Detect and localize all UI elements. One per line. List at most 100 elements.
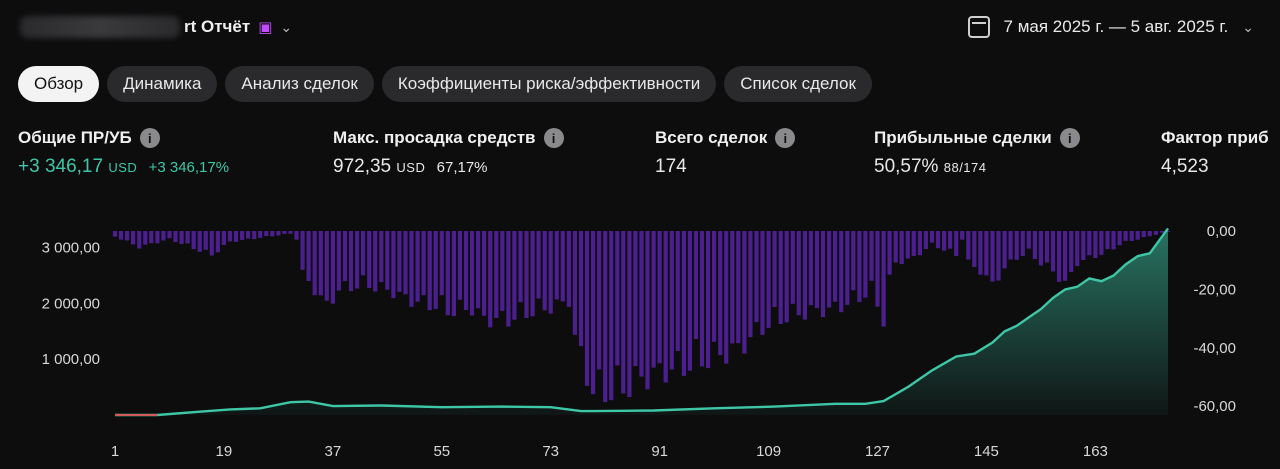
drawdown-bar [324, 231, 329, 301]
right-tick-label: 0,00 [1207, 223, 1236, 240]
x-tick-label: 73 [542, 443, 559, 460]
drawdown-bar [875, 231, 880, 307]
drawdown-bar [367, 231, 372, 288]
drawdown-bar [155, 231, 160, 244]
drawdown-bar [978, 231, 983, 275]
drawdown-bar [488, 231, 493, 328]
metric-percent: 67,17% [436, 159, 488, 176]
drawdown-bar [845, 231, 850, 305]
drawdown-bar [603, 231, 608, 403]
drawdown-bar [566, 231, 571, 307]
info-icon[interactable]: i [775, 128, 796, 148]
tab-trade-analysis[interactable]: Анализ сделок [225, 66, 374, 102]
drawdown-bar [699, 231, 705, 367]
drawdown-bar [839, 231, 844, 313]
drawdown-bar [233, 231, 239, 242]
drawdown-bar [814, 231, 820, 309]
drawdown-bar [754, 231, 759, 323]
drawdown-bar [125, 231, 130, 241]
drawdown-bar [373, 231, 378, 292]
drawdown-bar [554, 231, 559, 300]
x-tick-label: 37 [325, 443, 342, 460]
drawdown-bar [1153, 231, 1158, 235]
metric-total-trades: Всего сделок i 174 [655, 128, 796, 178]
drawdown-bar [827, 231, 832, 308]
drawdown-bar [984, 231, 989, 276]
metric-label: Общие ПР/УБ [18, 128, 132, 147]
drawdown-bar [675, 231, 680, 351]
drawdown-bar [772, 231, 777, 307]
tab-overview[interactable]: Обзор [18, 66, 100, 102]
drawdown-bar [118, 231, 124, 240]
metric-profit-factor: Фактор приб 4,523 [1161, 128, 1269, 178]
equity-drawdown-chart: 3 000,00 2 000,00 1 000,00 0,00 -20,00 -40,0… [42, 223, 1236, 460]
info-icon[interactable]: i [139, 128, 160, 148]
drawdown-bar [415, 231, 420, 302]
drawdown-bar [681, 231, 686, 376]
drawdown-bar [524, 231, 529, 318]
drawdown-bar [143, 231, 148, 245]
drawdown-bar [203, 231, 208, 250]
drawdown-bar [1123, 231, 1128, 241]
drawdown-bar [808, 231, 813, 306]
drawdown-bar [1135, 231, 1140, 240]
date-range-selector[interactable]: 7 мая 2025 г. — 5 авг. 2025 г. ⌄ [967, 16, 1254, 38]
equity-area [115, 228, 1168, 415]
right-tick-label: -60,00 [1193, 398, 1236, 415]
metric-value: 4,523 [1161, 156, 1209, 177]
drawdown-bar [881, 231, 886, 327]
drawdown-bar [197, 231, 202, 252]
drawdown-bar [391, 231, 396, 299]
tab-trade-list[interactable]: Список сделок [724, 66, 872, 102]
drawdown-bar [482, 231, 487, 316]
info-icon[interactable]: i [1059, 128, 1080, 148]
drawdown-bar [1032, 231, 1037, 259]
metric-unit: USD [396, 160, 426, 175]
drawdown-bar [330, 231, 335, 304]
x-tick-label: 19 [216, 443, 233, 460]
drawdown-bar [240, 231, 245, 240]
tab-risk-ratios[interactable]: Коэффициенты риска/эффективности [381, 66, 717, 102]
metric-label: Макс. просадка средств [333, 128, 536, 147]
x-tick-label: 163 [1083, 443, 1108, 460]
tab-dynamics[interactable]: Динамика [107, 66, 218, 102]
drawdown-bar [1044, 231, 1050, 263]
drawdown-bar [1129, 231, 1134, 241]
drawdown-bar [724, 231, 729, 364]
drawdown-bar [857, 231, 862, 302]
drawdown-bar [469, 231, 475, 316]
info-icon[interactable]: i [543, 128, 564, 148]
drawdown-bar [361, 231, 366, 276]
x-tick-label: 91 [651, 443, 668, 460]
x-axis: 1 19 37 55 73 91 109 127 145 163 [111, 443, 1108, 460]
drawdown-bar [1099, 231, 1104, 255]
drawdown-bar [161, 231, 166, 241]
drawdown-bar [1075, 231, 1080, 266]
chevron-down-icon[interactable]: ⌄ [1242, 18, 1254, 35]
drawdown-bar [282, 231, 287, 234]
drawdown-bar [409, 231, 414, 307]
metric-label: Фактор приб [1161, 128, 1269, 147]
chevron-down-icon[interactable]: ⌄ [280, 18, 293, 35]
drawdown-bar [1105, 231, 1110, 250]
drawdown-bar [742, 231, 747, 354]
calendar-small-icon: ▣ [258, 19, 273, 36]
drawdown-bar [1014, 231, 1019, 260]
left-tick-label: 2 000,00 [42, 296, 100, 313]
drawdown-bar [935, 231, 941, 249]
report-title: rt Отчёт [184, 17, 251, 36]
x-tick-label: 127 [865, 443, 890, 460]
drawdown-bar [530, 231, 535, 317]
metric-sub: 88/174 [943, 160, 987, 175]
drawdown-bar [657, 231, 662, 364]
drawdown-bar [990, 231, 995, 282]
drawdown-bar [621, 231, 626, 394]
drawdown-bar [451, 231, 456, 317]
drawdown-bar [463, 231, 469, 310]
drawdown-bar [1117, 231, 1122, 246]
drawdown-bar [766, 231, 771, 328]
left-tick-label: 1 000,00 [42, 351, 100, 368]
report-title-selector[interactable]: rt Отчёт ▣ ⌄ [20, 16, 292, 38]
drawdown-bar [615, 231, 620, 366]
calendar-icon [967, 16, 990, 38]
